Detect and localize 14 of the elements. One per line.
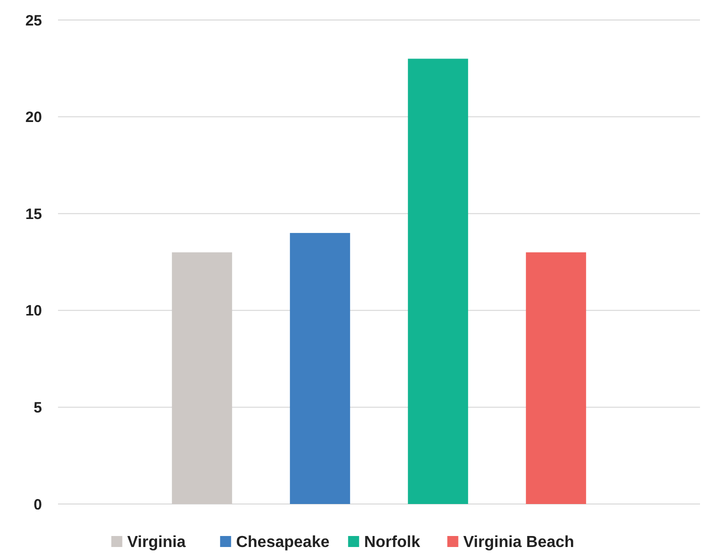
y-tick-label: 15 [25,206,42,223]
bar [526,252,586,504]
y-tick-label: 20 [25,109,42,126]
y-tick-label: 0 [34,496,42,514]
legend-label: Norfolk [364,534,420,551]
bar [290,232,350,504]
legend-label: Virginia Beach [463,534,574,551]
bar [408,58,468,504]
bar [172,252,232,504]
y-tick-label: 5 [34,399,42,416]
legend-label: Chesapeake [236,534,330,551]
y-tick-label: 10 [25,302,42,320]
y-tick-label: 25 [25,12,42,30]
legend-label: Virginia [127,534,186,551]
